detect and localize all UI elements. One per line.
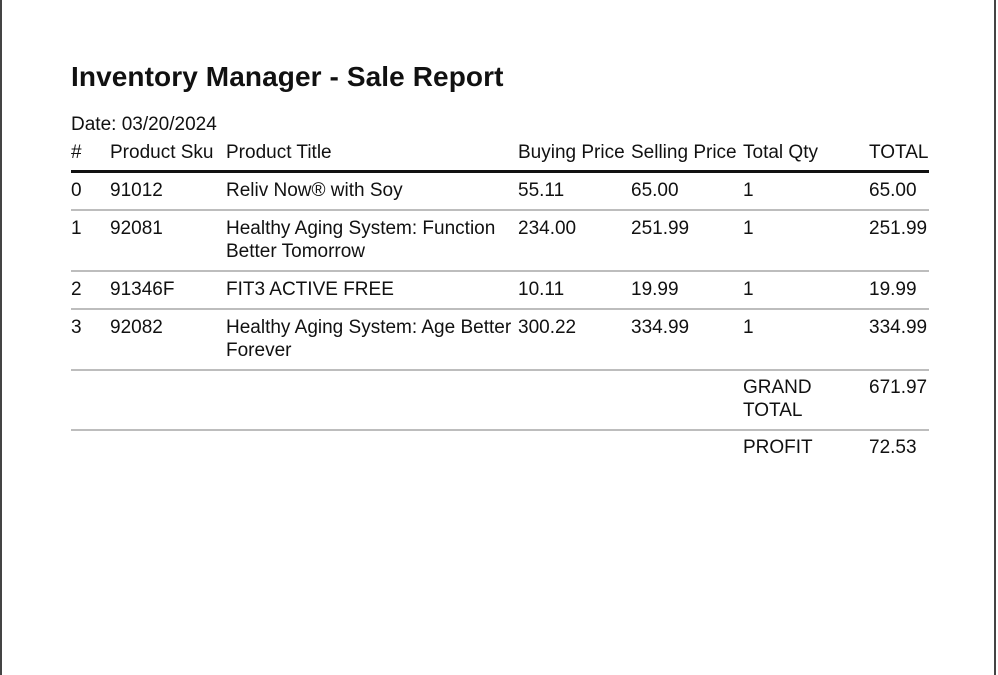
date-label: Date: [71,114,117,135]
cell-selling-price: 251.99 [631,210,743,272]
report-title: Inventory Manager - Sale Report [71,61,504,92]
cell-total: 251.99 [869,210,929,272]
cell-sku: 92081 [110,210,226,272]
profit-label: PROFIT [743,437,813,458]
table-row: 3 92082 Healthy Aging System: Age Better… [71,309,929,371]
cell-num: 1 [71,210,110,272]
table-row: 1 92081 Healthy Aging System: Function B… [71,210,929,272]
header-num: # [71,140,110,173]
cell-title: Healthy Aging System: Age Better Forever [226,309,518,371]
cell-buying-price: 10.11 [518,271,631,310]
header-selling-price: Selling Price [631,140,743,173]
cell-selling-price: 19.99 [631,271,743,310]
profit-value: 72.53 [869,437,917,458]
table-body: 0 91012 Reliv Now® with Soy 55.11 65.00 … [71,171,929,371]
date-value: 03/20/2024 [121,114,217,135]
cell-sku: 92082 [110,309,226,371]
table-row: 0 91012 Reliv Now® with Soy 55.11 65.00 … [71,171,929,211]
cell-total: 19.99 [869,271,929,310]
cell-sku: 91012 [110,171,226,211]
cell-num: 0 [71,171,110,211]
report-date: Date: 03/20/2024 [71,114,217,136]
header-sku: Product Sku [110,140,226,173]
cell-selling-price: 65.00 [631,171,743,211]
cell-qty: 1 [743,171,869,211]
cell-selling-price: 334.99 [631,309,743,371]
header-title: Product Title [226,140,518,173]
cell-title: Reliv Now® with Soy [226,171,518,211]
table-row: 2 91346F FIT3 ACTIVE FREE 10.11 19.99 1 … [71,271,929,310]
header-row: # Product Sku Product Title Buying Price… [71,140,929,173]
cell-title: Healthy Aging System: Function Better To… [226,210,518,272]
cell-buying-price: 55.11 [518,171,631,211]
header-total-qty: Total Qty [743,140,869,173]
cell-total: 334.99 [869,309,929,371]
cell-num: 3 [71,309,110,371]
cell-qty: 1 [743,271,869,310]
grand-total-row: GRAND TOTAL 671.97 [71,370,929,431]
table-summary: GRAND TOTAL 671.97 PROFIT 72.53 [71,370,929,466]
cell-qty: 1 [743,309,869,371]
cell-num: 2 [71,271,110,310]
table-header: # Product Sku Product Title Buying Price… [71,140,929,173]
cell-buying-price: 234.00 [518,210,631,272]
cell-qty: 1 [743,210,869,272]
grand-total-label: GRAND TOTAL [743,370,869,431]
header-total: TOTAL [869,140,929,173]
cell-title: FIT3 ACTIVE FREE [226,271,518,310]
grand-total-value: 671.97 [869,370,929,431]
profit-row: PROFIT 72.53 [71,430,929,466]
cell-total: 65.00 [869,171,929,211]
cell-buying-price: 300.22 [518,309,631,371]
cell-sku: 91346F [110,271,226,310]
header-buying-price: Buying Price [518,140,631,173]
sales-table: # Product Sku Product Title Buying Price… [71,140,929,466]
